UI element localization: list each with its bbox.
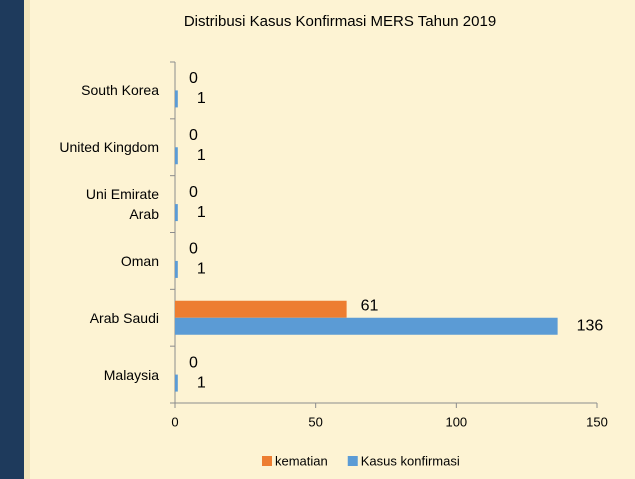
y-tick-label: Malaysia bbox=[103, 366, 159, 383]
bar bbox=[175, 317, 558, 335]
y-tick-label: Uni Emirate Arab bbox=[85, 186, 159, 223]
bar bbox=[175, 90, 178, 108]
x-tick-label: 0 bbox=[171, 414, 178, 429]
bar bbox=[175, 374, 178, 392]
data-label: 61 bbox=[361, 297, 379, 314]
x-tick-label: 150 bbox=[586, 414, 608, 429]
chart-title: Distribusi Kasus Konfirmasi MERS Tahun 2… bbox=[184, 13, 496, 30]
data-label: 136 bbox=[577, 317, 604, 334]
data-label: 1 bbox=[197, 374, 206, 391]
side-border bbox=[24, 0, 30, 479]
bar bbox=[175, 300, 347, 318]
data-label: 0 bbox=[189, 241, 198, 258]
side-bar bbox=[0, 0, 24, 479]
data-label: 0 bbox=[189, 354, 198, 371]
x-tick-label: 50 bbox=[308, 414, 322, 429]
x-tick-label: 100 bbox=[445, 414, 467, 429]
data-label: 0 bbox=[189, 184, 198, 201]
y-tick-label: South Korea bbox=[81, 82, 159, 99]
data-label: 1 bbox=[197, 147, 206, 164]
data-label: 0 bbox=[189, 127, 198, 144]
data-label: 1 bbox=[197, 204, 206, 221]
legend-swatch bbox=[262, 456, 272, 466]
y-tick-label: Oman bbox=[120, 252, 159, 269]
legend-label: Kasus konfirmasi bbox=[361, 453, 460, 468]
bar bbox=[175, 260, 178, 278]
bar bbox=[175, 147, 178, 165]
data-label: 0 bbox=[189, 70, 198, 87]
y-tick-label: United Kingdom bbox=[59, 139, 159, 156]
legend-swatch bbox=[347, 456, 358, 466]
data-label: 1 bbox=[197, 90, 206, 107]
data-label: 1 bbox=[197, 261, 206, 278]
bar bbox=[175, 204, 178, 222]
y-tick-label: Arab Saudi bbox=[89, 309, 159, 326]
legend-label: kematian bbox=[275, 453, 328, 468]
